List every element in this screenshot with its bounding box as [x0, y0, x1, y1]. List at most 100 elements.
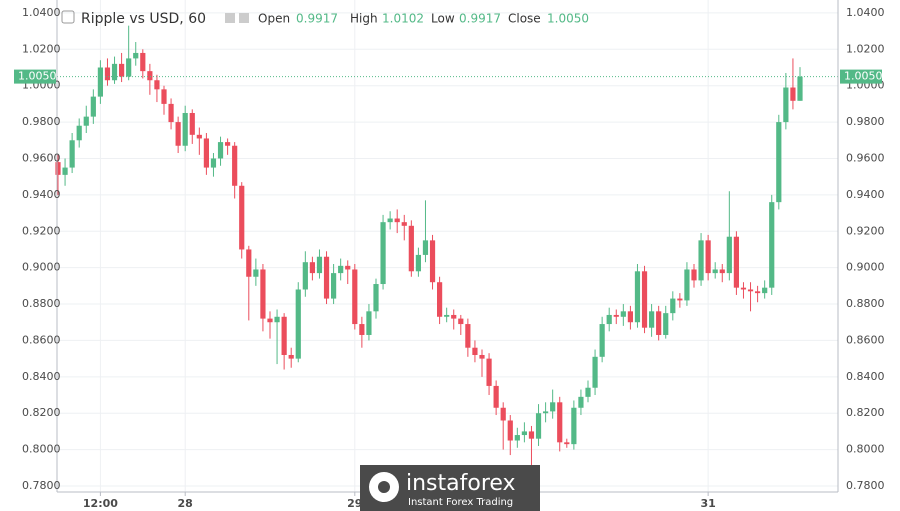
watermark: instaforex Instant Forex Trading	[360, 465, 540, 511]
candle-body	[161, 89, 167, 104]
candle-body	[309, 262, 315, 274]
candle-body	[627, 311, 633, 323]
candle-body	[239, 185, 245, 250]
candle-body	[408, 225, 414, 272]
last-price-label: 1.0050	[18, 70, 57, 83]
y-tick-label: 1.0400	[22, 6, 61, 19]
candle-body	[691, 269, 697, 281]
candle-body	[316, 256, 323, 274]
candle-body	[380, 222, 386, 285]
y-tick-label: 0.8000	[846, 443, 885, 456]
candle-body	[500, 407, 506, 421]
candle-body	[168, 103, 174, 123]
candle-body	[783, 87, 789, 123]
candle-body	[528, 431, 535, 439]
candle-body	[755, 291, 761, 294]
candle-body	[747, 289, 754, 292]
candle-body	[740, 287, 747, 290]
y-tick-label: 0.7800	[22, 479, 61, 492]
y-tick-label: 0.8400	[846, 370, 885, 383]
candle-body	[465, 324, 471, 348]
y-tick-label: 0.9000	[846, 261, 885, 274]
candle-body	[719, 269, 725, 274]
candle-body	[302, 262, 308, 290]
candle-body	[246, 249, 252, 277]
candle-body	[677, 298, 683, 301]
candle-body	[415, 254, 421, 272]
candle-body	[585, 387, 591, 397]
y-tick-label: 1.0400	[846, 6, 885, 19]
y-tick-label: 0.8600	[22, 333, 61, 346]
candle-body	[97, 67, 103, 97]
candle-body	[606, 314, 612, 325]
y-tick-label: 0.9400	[846, 188, 885, 201]
legend-label: Open	[258, 12, 290, 26]
candle-body	[444, 314, 450, 317]
y-tick-label: 1.0200	[22, 42, 61, 55]
candle-body	[634, 271, 641, 323]
candle-body	[126, 58, 132, 77]
candle-body	[535, 413, 542, 439]
candle-body	[90, 96, 96, 117]
y-tick-label: 0.8200	[846, 406, 885, 419]
candle-body	[323, 256, 330, 299]
candle-body	[592, 356, 598, 388]
y-tick-label: 0.9200	[846, 224, 885, 237]
y-tick-label: 0.8200	[22, 406, 61, 419]
legend-value: 0.9917	[459, 12, 501, 26]
candle-body	[401, 222, 407, 226]
candle-body	[83, 116, 89, 126]
candle-body	[620, 311, 626, 317]
candle-body	[507, 420, 513, 441]
candle-body	[698, 240, 704, 281]
candle-body	[133, 52, 139, 59]
last-price-tag	[840, 69, 882, 84]
candle-body	[295, 289, 301, 359]
chart-title: Ripple vs USD, 60	[81, 11, 206, 27]
candle-body	[684, 269, 690, 301]
candle-body	[670, 298, 676, 314]
legend-label: High	[350, 12, 378, 26]
candle-body	[147, 71, 153, 81]
candle-body	[712, 269, 718, 274]
candle-body	[189, 112, 195, 135]
candle-body	[274, 316, 280, 323]
candle-body	[69, 140, 75, 168]
y-tick-label: 0.8400	[22, 370, 61, 383]
y-tick-label: 0.8600	[846, 333, 885, 346]
candle-body	[55, 162, 61, 175]
candle-body	[578, 396, 584, 408]
candle-body	[733, 236, 739, 288]
candle-body	[225, 142, 231, 146]
candle-body	[352, 269, 358, 325]
y-tick-label: 0.9800	[846, 115, 885, 128]
candle-body	[451, 314, 457, 319]
candle-body	[196, 134, 202, 139]
y-tick-label: 0.9400	[22, 188, 61, 201]
candle-body	[641, 271, 648, 328]
x-tick-label: 29	[347, 497, 362, 510]
watermark-tagline: Instant Forex Trading	[408, 497, 513, 508]
candle-body	[486, 358, 492, 386]
candle-body	[776, 122, 782, 203]
candle-body	[281, 316, 287, 355]
candle-body	[253, 269, 259, 277]
candle-body	[267, 318, 273, 323]
last-price-label: 1.0050	[844, 70, 883, 83]
y-tick-label: 0.7800	[846, 479, 885, 492]
y-tick-label: 0.9600	[846, 151, 885, 164]
candle-body	[649, 311, 655, 328]
watermark-brand: instaforex	[406, 471, 516, 496]
candle-body	[429, 240, 436, 283]
candle-body	[373, 284, 379, 312]
candle-body	[232, 145, 238, 186]
candle-body	[210, 158, 217, 168]
candle-body	[790, 87, 796, 101]
watermark-logo	[378, 481, 390, 493]
candle-body	[543, 411, 549, 414]
candle-body	[656, 311, 662, 335]
candle-body	[663, 313, 669, 335]
candle-body	[521, 431, 527, 436]
